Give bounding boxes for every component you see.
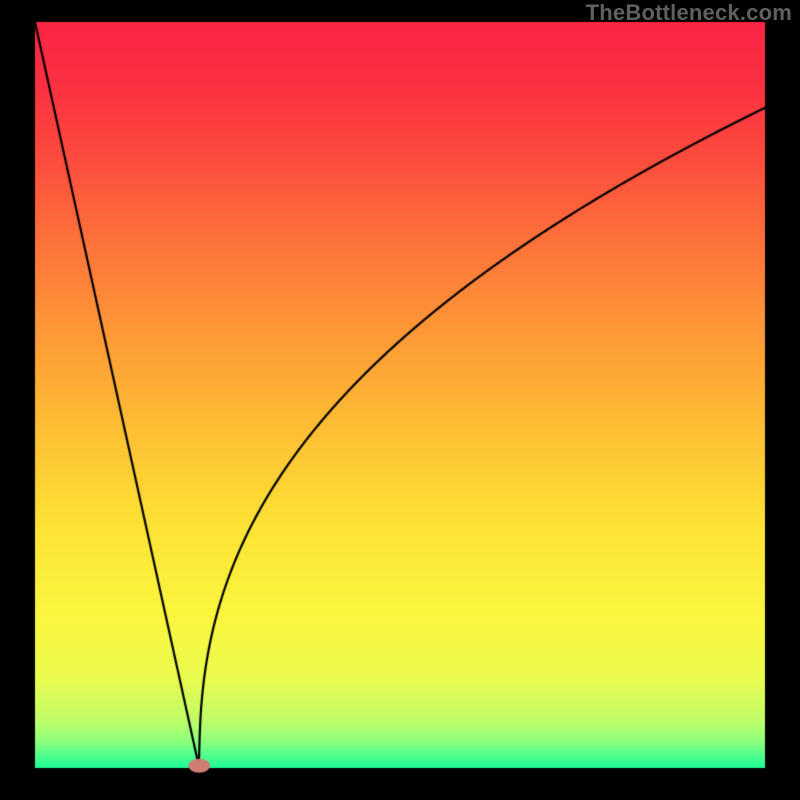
watermark-text: TheBottleneck.com [586, 0, 792, 26]
bottleneck-chart-canvas [0, 0, 800, 800]
figure-root: TheBottleneck.com [0, 0, 800, 800]
